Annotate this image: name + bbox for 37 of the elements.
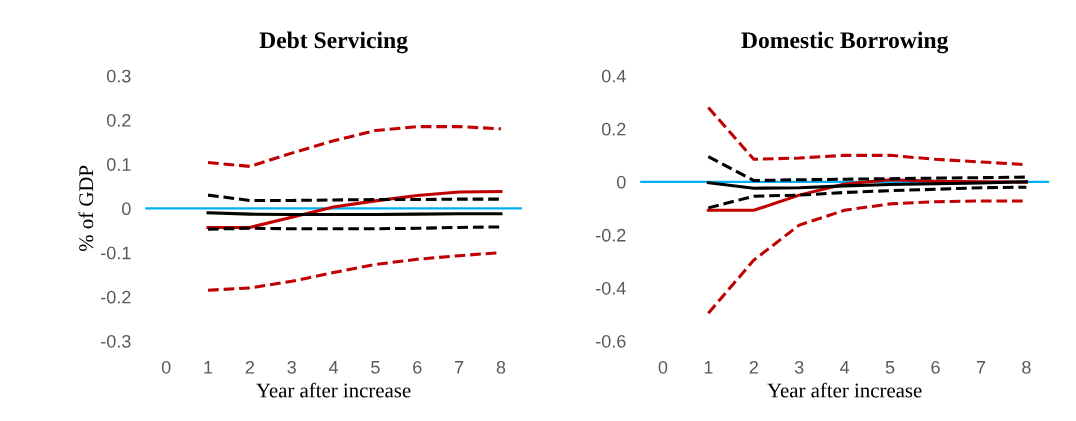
y-tick-label: 0.1 (106, 158, 131, 171)
y-tick-label: -0.1 (101, 246, 131, 260)
line-series (206, 125, 503, 168)
x-tick-label: 4 (328, 361, 339, 374)
y-tick-label: -0.4 (596, 281, 626, 295)
x-tick-label: 6 (413, 360, 422, 374)
x-tick-label: 0 (161, 360, 171, 374)
x-tick-label: 2 (749, 360, 758, 374)
x-tick-label: 3 (794, 360, 804, 374)
y-tick-label: 0 (617, 175, 626, 189)
y-tick-label: -0.3 (101, 334, 131, 348)
x-tick-label: 2 (245, 360, 254, 374)
chart-title: Domestic Borrowing (741, 31, 949, 54)
y-tick-label: 0 (122, 202, 131, 216)
y-tick-label: -0.2 (596, 228, 626, 242)
y-tick-label: 0.2 (106, 113, 131, 127)
y-tick-label: 0.2 (601, 122, 626, 136)
y-tick-label: 0.3 (106, 69, 131, 83)
x-tick-label: 8 (1022, 360, 1031, 374)
x-tick-label: 0 (658, 360, 668, 374)
x-tick-label: 1 (204, 361, 213, 374)
x-tick-label: 8 (496, 360, 506, 374)
y-tick-label: -0.2 (101, 290, 131, 304)
y-tick-label: 0.4 (601, 69, 626, 83)
y-axis-title: % of GDP (78, 165, 94, 252)
y-tick-label: -0.6 (596, 334, 626, 348)
x-tick-label: 5 (371, 361, 380, 374)
chart-title: Debt Servicing (259, 31, 408, 54)
x-axis-title: Year after increase (767, 382, 922, 398)
x-tick-label: 7 (455, 361, 464, 374)
x-axis-title: Year after increase (256, 382, 411, 398)
x-tick-label: 5 (885, 361, 895, 374)
x-tick-label: 3 (287, 360, 296, 374)
x-tick-label: 4 (840, 361, 850, 374)
x-tick-label: 1 (704, 361, 713, 374)
x-tick-label: 7 (976, 361, 986, 374)
x-tick-label: 6 (931, 360, 940, 374)
